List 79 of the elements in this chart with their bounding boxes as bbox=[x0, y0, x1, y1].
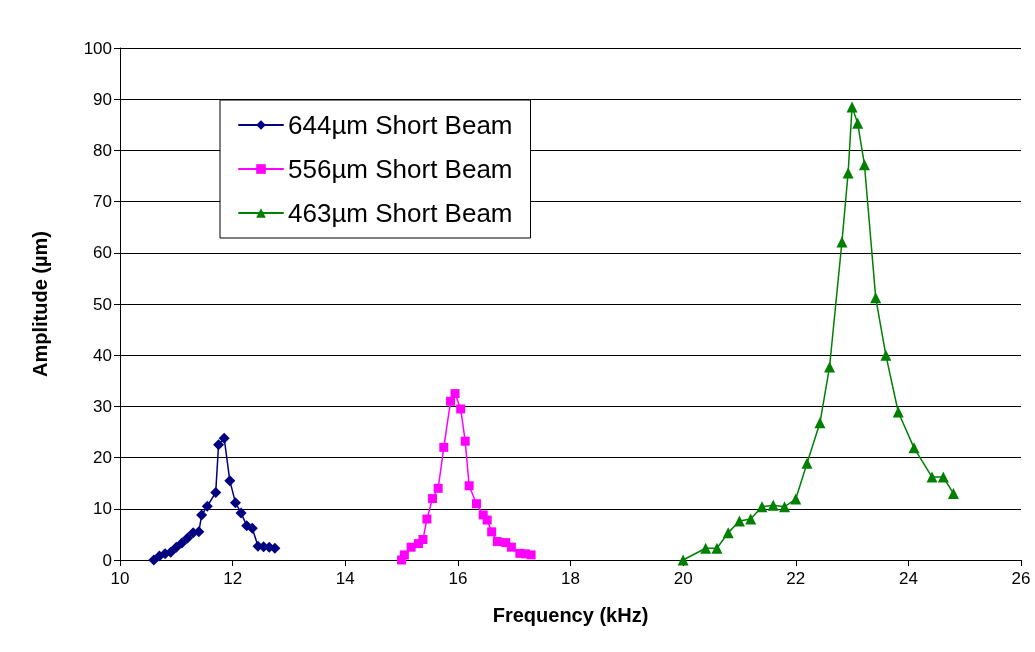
point bbox=[450, 389, 460, 399]
point bbox=[210, 486, 222, 498]
point bbox=[224, 475, 236, 487]
point bbox=[846, 101, 858, 113]
point bbox=[767, 499, 779, 511]
point bbox=[464, 481, 474, 491]
point bbox=[880, 349, 892, 361]
point bbox=[677, 554, 689, 566]
point bbox=[908, 442, 920, 454]
point bbox=[196, 509, 208, 521]
point bbox=[926, 471, 938, 483]
point bbox=[756, 501, 768, 513]
point bbox=[482, 515, 492, 525]
point bbox=[229, 497, 241, 509]
point bbox=[947, 487, 959, 499]
point bbox=[399, 550, 409, 560]
point bbox=[418, 535, 428, 545]
x-tick-label: 10 bbox=[110, 569, 130, 588]
point bbox=[842, 167, 854, 179]
point bbox=[814, 417, 826, 429]
point bbox=[711, 542, 723, 554]
point bbox=[170, 541, 182, 553]
point bbox=[870, 292, 882, 304]
y-tick-label: 30 bbox=[93, 396, 112, 416]
x-axis-title: Frequency (kHz) bbox=[492, 604, 649, 626]
point bbox=[790, 493, 802, 505]
point bbox=[201, 500, 213, 512]
point bbox=[460, 436, 470, 446]
x-tick-label: 24 bbox=[898, 569, 918, 588]
point bbox=[852, 117, 864, 129]
point bbox=[148, 554, 160, 566]
y-tick-label: 60 bbox=[93, 243, 112, 263]
y-tick-label: 40 bbox=[93, 345, 112, 365]
point bbox=[218, 432, 230, 444]
point bbox=[487, 527, 497, 537]
point bbox=[836, 236, 848, 248]
y-tick-label: 20 bbox=[93, 448, 112, 468]
point bbox=[700, 542, 712, 554]
point bbox=[439, 442, 449, 452]
point bbox=[778, 501, 790, 513]
point bbox=[937, 471, 949, 483]
point bbox=[456, 404, 466, 414]
point bbox=[433, 483, 443, 493]
point bbox=[176, 537, 188, 549]
point bbox=[801, 457, 813, 469]
y-tick-label: 70 bbox=[93, 192, 112, 212]
point bbox=[235, 507, 247, 519]
y-tick-label: 10 bbox=[93, 499, 112, 519]
y-tick-label: 100 bbox=[83, 38, 112, 58]
x-tick-label: 12 bbox=[223, 569, 243, 588]
point bbox=[446, 396, 456, 406]
point bbox=[745, 513, 757, 525]
x-tick-label: 18 bbox=[561, 569, 580, 588]
point bbox=[492, 537, 502, 547]
point bbox=[526, 550, 536, 560]
point bbox=[428, 494, 438, 504]
point bbox=[422, 514, 432, 524]
point bbox=[471, 499, 481, 509]
point bbox=[824, 361, 836, 373]
legend-label: 556µm Short Beam bbox=[288, 154, 513, 184]
x-tick-label: 22 bbox=[786, 569, 806, 588]
x-tick-label: 14 bbox=[335, 569, 355, 588]
y-axis-title: Amplitude (µm) bbox=[29, 231, 51, 377]
y-tick-label: 90 bbox=[93, 89, 112, 109]
point bbox=[506, 542, 516, 552]
point bbox=[733, 515, 745, 527]
y-tick-label: 50 bbox=[93, 294, 112, 314]
point bbox=[722, 527, 734, 539]
point bbox=[892, 406, 904, 418]
x-tick-label: 16 bbox=[448, 569, 468, 588]
x-tick-label: 20 bbox=[673, 569, 693, 588]
y-tick-label: 80 bbox=[93, 140, 112, 160]
x-tick-label: 26 bbox=[1011, 569, 1031, 588]
point bbox=[858, 159, 870, 171]
y-tick-label: 0 bbox=[102, 550, 112, 570]
point bbox=[182, 532, 194, 544]
point bbox=[213, 439, 225, 451]
legend-label: 463µm Short Beam bbox=[288, 198, 513, 228]
legend-label: 644µm Short Beam bbox=[288, 110, 513, 140]
